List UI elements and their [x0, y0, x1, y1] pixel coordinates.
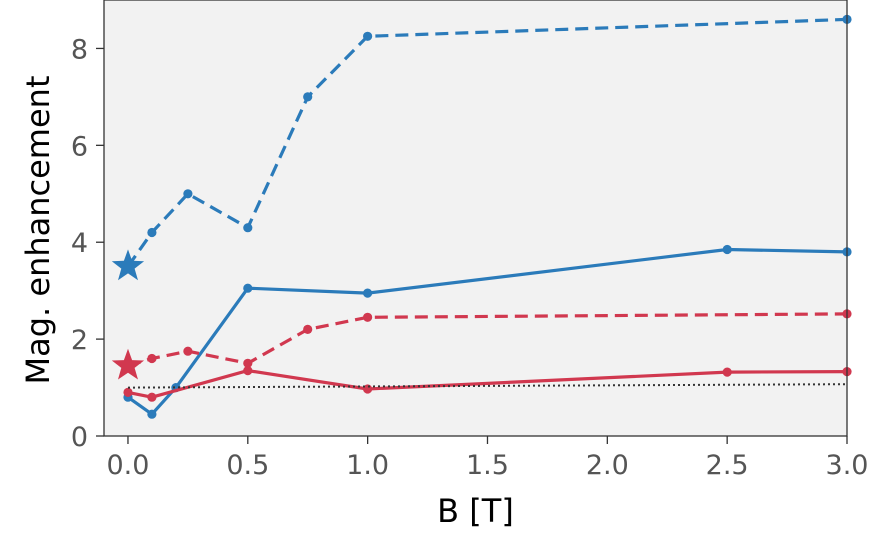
data-point: [243, 283, 253, 293]
x-tick-label: 0.0: [106, 450, 149, 481]
data-point: [147, 409, 157, 419]
x-tick-label: 2.5: [706, 450, 749, 481]
data-point: [722, 367, 732, 377]
y-axis-title: Mag. enhancement: [19, 76, 57, 385]
y-tick-label: 2: [71, 325, 88, 356]
y-tick-label: 6: [71, 131, 88, 162]
data-point: [363, 288, 373, 298]
data-point: [243, 358, 253, 368]
data-point: [363, 312, 373, 322]
data-point: [303, 324, 313, 334]
x-tick-label: 3.0: [826, 450, 869, 481]
data-point: [303, 92, 313, 102]
data-point: [363, 31, 373, 41]
data-point: [183, 346, 193, 356]
x-tick-label: 2.0: [586, 450, 629, 481]
y-tick-label: 8: [71, 34, 88, 65]
data-point: [147, 227, 157, 238]
x-tick-label: 1.5: [466, 450, 509, 481]
data-point: [722, 244, 732, 255]
data-point: [183, 189, 193, 199]
x-axis-title: B [T]: [437, 492, 514, 530]
x-axis: 0.0 0.5 1.0 1.5 2.0 2.5 3.0: [106, 436, 868, 481]
x-tick-label: 1.0: [346, 450, 389, 481]
data-point: [147, 353, 157, 364]
markers-layer: [111, 249, 145, 380]
data-point: [243, 223, 253, 233]
data-point: [243, 366, 253, 376]
y-tick-label: 0: [71, 422, 88, 453]
data-point: [123, 387, 133, 397]
series-layer: [123, 14, 852, 419]
star-marker: [111, 249, 145, 281]
data-point: [147, 392, 157, 402]
x-tick-label: 0.5: [226, 450, 269, 481]
star-marker: [111, 348, 145, 380]
y-axis: 0 2 4 6 8: [71, 34, 104, 453]
plot-frame: [103, 0, 848, 437]
y-tick-label: 4: [71, 228, 88, 259]
